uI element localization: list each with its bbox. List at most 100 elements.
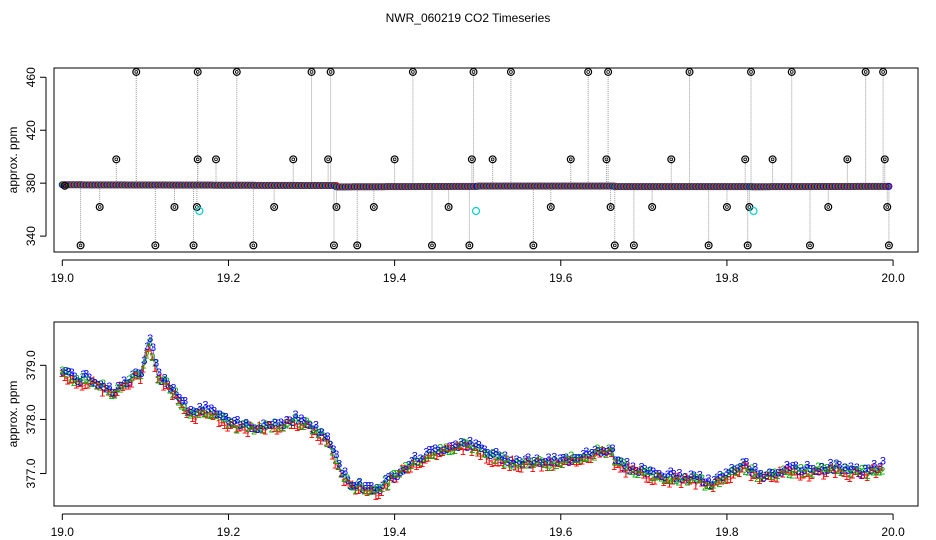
series-2-marker: 2 [423, 453, 429, 465]
series-2-marker: 2 [559, 459, 565, 471]
series-2-marker: 2 [554, 460, 560, 472]
series-2-marker: 2 [85, 375, 91, 387]
chart-title: NWR_060219 CO2 Timeseries [386, 11, 551, 25]
series-1-marker: 1 [786, 464, 792, 476]
y-tick-label: 340 [24, 226, 38, 246]
series-2-marker: 2 [548, 462, 554, 474]
series-2-marker: 2 [853, 465, 859, 477]
series-1-marker: 1 [501, 460, 507, 472]
series-3-marker: 3 [697, 469, 703, 481]
trend-lines [61, 336, 883, 497]
series-2-marker: 2 [463, 438, 469, 450]
series-1-marker: 1 [91, 375, 97, 387]
series-3-marker: 3 [412, 450, 418, 462]
series-1-marker: 1 [829, 462, 835, 474]
series-2-marker: 2 [103, 384, 109, 396]
series-3-marker: 3 [557, 453, 563, 465]
series-3-marker: 3 [98, 379, 104, 391]
series-3-marker: 3 [743, 457, 749, 469]
flagged-point-inner [490, 157, 495, 162]
series-3-marker: 3 [304, 419, 310, 431]
series-3-marker: 3 [627, 465, 633, 477]
series-1-marker: 1 [614, 459, 620, 471]
flagged-point-inner [446, 205, 451, 209]
series-3-marker: 3 [246, 420, 252, 432]
series-1-marker: 1 [163, 380, 169, 392]
series-3-marker: 3 [159, 376, 165, 388]
series-2-marker: 2 [144, 349, 150, 361]
series-1-marker: 1 [265, 419, 271, 431]
series-1-marker: 1 [594, 446, 600, 458]
y-tick-label: 377.0 [24, 458, 38, 488]
series-2-marker: 2 [414, 456, 420, 468]
series-3-marker: 3 [807, 463, 813, 475]
series-3-marker: 3 [167, 383, 173, 395]
flagged-point [469, 67, 478, 76]
series-2-marker: 2 [178, 400, 184, 412]
series-3-marker: 3 [484, 448, 490, 460]
series-1-marker: 1 [762, 470, 768, 482]
flagged-point [329, 241, 338, 250]
series-1-marker: 1 [599, 444, 605, 456]
series-1-marker: 1 [736, 468, 742, 480]
series-2-marker: 2 [222, 413, 228, 425]
series-3-marker: 3 [740, 457, 746, 469]
series-2-marker: 2 [170, 389, 176, 401]
flagged-point-inner [467, 243, 472, 248]
series-1-marker: 1 [376, 490, 382, 502]
series-1-marker: 1 [463, 441, 469, 453]
series-2-marker: 2 [280, 422, 286, 434]
series-2-marker: 2 [330, 446, 336, 458]
series-3-marker: 3 [170, 383, 176, 395]
series-1-marker: 1 [547, 456, 553, 468]
series-1-marker: 1 [844, 471, 850, 483]
series-1-marker: 1 [669, 476, 675, 488]
x-tick-label: 20.0 [881, 271, 905, 285]
series-3-marker: 3 [854, 462, 860, 474]
series-2-marker: 2 [603, 449, 609, 461]
series-1-marker: 1 [297, 421, 303, 433]
series-1-marker: 1 [474, 447, 480, 459]
series-1-marker: 1 [733, 466, 739, 478]
flagged-point [787, 67, 796, 76]
series-3-marker: 3 [185, 406, 191, 418]
y-tick-label: 379.0 [24, 350, 38, 380]
flagged-point-inner [334, 205, 339, 209]
series-3-marker: 3 [339, 469, 345, 481]
series-1-marker: 1 [597, 449, 603, 461]
series-3-marker: 3 [560, 452, 566, 464]
series-3-marker: 3 [182, 396, 188, 408]
series-2-marker: 2 [504, 454, 510, 466]
series-3-marker: 3 [106, 381, 112, 393]
series-1-marker: 1 [143, 347, 149, 359]
series-1-marker: 1 [88, 377, 94, 389]
series-3-marker: 3 [598, 447, 604, 459]
series-1-marker: 1 [300, 421, 306, 433]
series-2-marker: 2 [684, 476, 690, 488]
series-2-marker: 2 [62, 368, 68, 380]
cyan-point [749, 206, 758, 216]
series-3-marker: 3 [604, 446, 610, 458]
series-3-marker: 3 [877, 461, 883, 473]
series-3-marker: 3 [639, 462, 645, 474]
series-1-marker: 1 [378, 487, 384, 499]
flagged-point-inner [826, 205, 831, 209]
series-3-marker: 3 [543, 457, 549, 469]
series-2-marker: 2 [661, 475, 667, 487]
series-3-marker: 3 [476, 440, 482, 452]
series-3-marker: 3 [156, 367, 162, 379]
flagged-point [467, 155, 476, 164]
series-2-marker: 2 [466, 439, 472, 451]
series-3-marker: 3 [839, 465, 845, 477]
series-3-marker: 3 [752, 461, 758, 473]
series-2-marker: 2 [725, 469, 731, 481]
series-2-marker: 2 [757, 470, 763, 482]
series-2-marker: 2 [588, 448, 594, 460]
series-3-marker: 3 [798, 466, 804, 478]
y-tick-label: 460 [24, 67, 38, 87]
series-2-marker: 2 [83, 375, 89, 387]
series-2-marker: 2 [728, 466, 734, 478]
series-1-marker: 1 [434, 451, 440, 463]
series-3-marker: 3 [665, 469, 671, 481]
series-1-marker: 1 [117, 380, 123, 392]
